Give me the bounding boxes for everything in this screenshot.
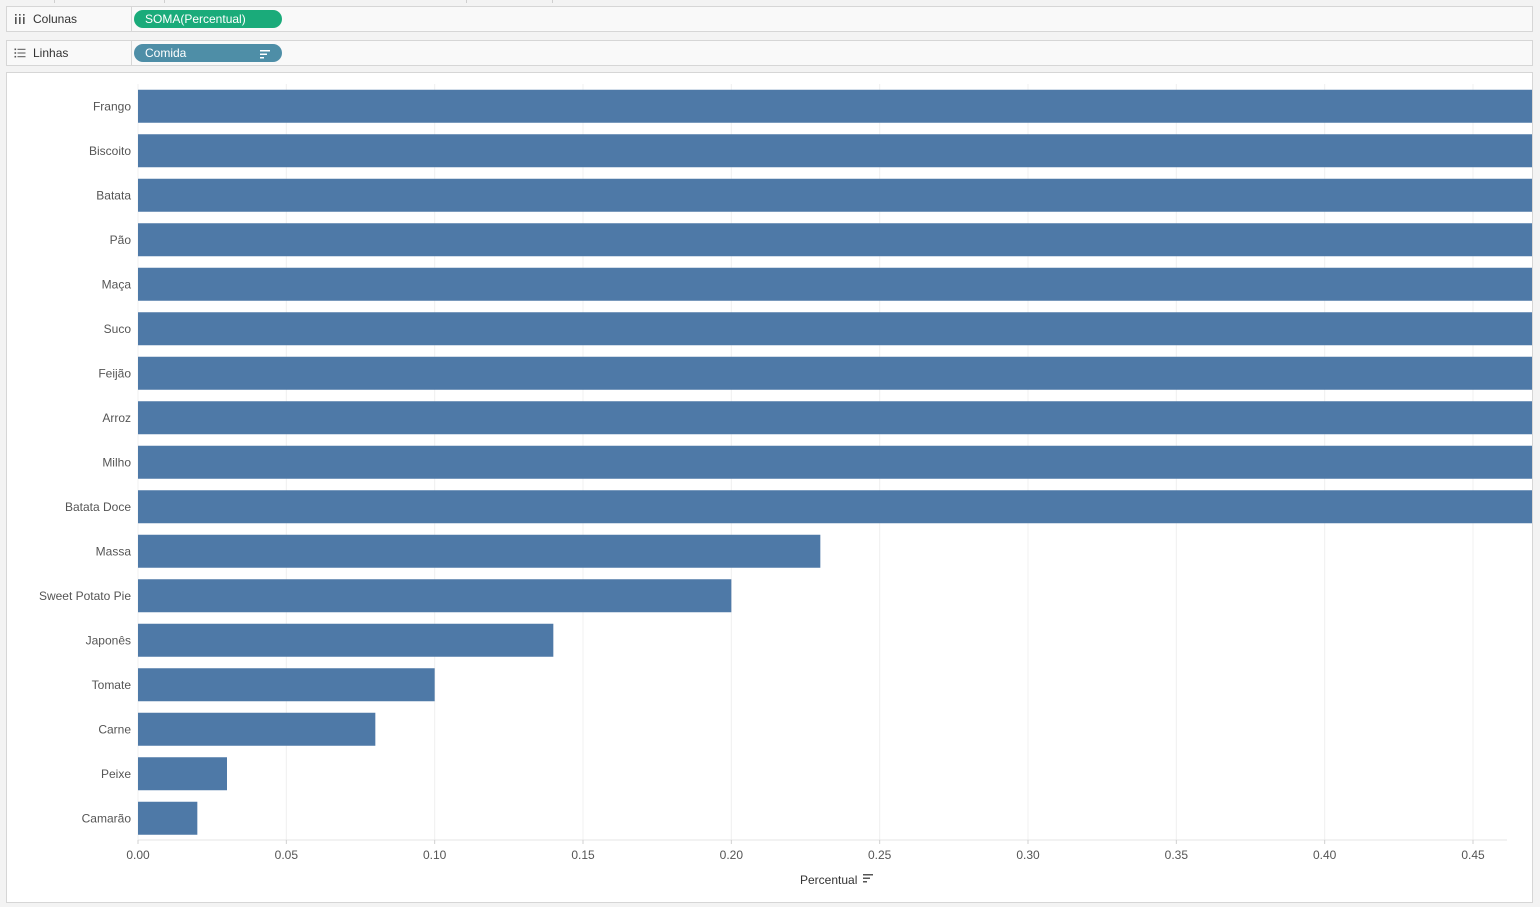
rows-shelf[interactable]: Linhas Comida: [6, 40, 1533, 66]
sort-descending-icon[interactable]: [863, 873, 874, 887]
bar[interactable]: [138, 579, 732, 613]
x-tick-label: 0.20: [720, 848, 744, 862]
bar[interactable]: [138, 178, 1532, 212]
bar[interactable]: [138, 445, 1532, 479]
bar[interactable]: [138, 712, 376, 746]
category-label[interactable]: Batata: [96, 188, 131, 202]
columns-label: Colunas: [33, 12, 78, 26]
x-tick-label: 0.25: [868, 848, 892, 862]
category-label[interactable]: Feijão: [98, 366, 131, 380]
top-strip: [0, 0, 1540, 4]
category-label[interactable]: Batata Doce: [65, 500, 131, 514]
category-label[interactable]: Pão: [110, 233, 132, 247]
chart-panel: Frango Biscoito Batata Pão Maça Suco Feijão Arr…: [6, 72, 1533, 903]
columns-shelf-label: Colunas: [7, 7, 132, 31]
x-tick-label: 0.05: [275, 848, 299, 862]
category-label[interactable]: Arroz: [102, 411, 131, 425]
bar[interactable]: [138, 668, 435, 702]
x-axis-label: Percentual: [800, 873, 858, 887]
x-tick-label: 0.10: [423, 848, 447, 862]
bar[interactable]: [138, 801, 198, 835]
x-tick-label: 0.35: [1165, 848, 1189, 862]
rows-pill-text: Comida: [145, 46, 187, 60]
category-label[interactable]: Massa: [96, 544, 132, 558]
category-label[interactable]: Carne: [98, 722, 131, 736]
bar[interactable]: [138, 312, 1532, 346]
category-label[interactable]: Tomate: [92, 678, 132, 692]
sort-descending-icon[interactable]: [260, 47, 271, 65]
columns-icon: [14, 13, 26, 25]
category-label[interactable]: Suco: [104, 322, 132, 336]
strip-divider: [164, 0, 165, 3]
bar-chart: Frango Biscoito Batata Pão Maça Suco Feijão Arr…: [39, 84, 1532, 862]
bar[interactable]: [138, 356, 1532, 390]
strip-divider: [54, 0, 55, 3]
category-label[interactable]: Sweet Potato Pie: [39, 589, 131, 603]
bar[interactable]: [138, 490, 1532, 524]
rows-label: Linhas: [33, 46, 69, 60]
category-label[interactable]: Milho: [102, 455, 131, 469]
columns-pill-text: SOMA(Percentual): [145, 12, 246, 26]
bar[interactable]: [138, 757, 228, 791]
category-label[interactable]: Japonês: [86, 633, 131, 647]
bar[interactable]: [138, 534, 821, 568]
rows-shelf-label: Linhas: [7, 41, 132, 65]
strip-divider: [466, 0, 467, 3]
x-tick-label: 0.00: [126, 848, 150, 862]
bar[interactable]: [138, 267, 1532, 301]
bar[interactable]: [138, 223, 1532, 257]
x-tick-label: 0.40: [1313, 848, 1337, 862]
columns-pill-soma-percentual[interactable]: SOMA(Percentual): [134, 10, 282, 28]
bar[interactable]: [138, 623, 554, 657]
columns-shelf[interactable]: Colunas SOMA(Percentual): [6, 6, 1533, 32]
category-label[interactable]: Biscoito: [89, 144, 131, 158]
category-label[interactable]: Camarão: [82, 811, 132, 825]
category-label[interactable]: Frango: [93, 99, 131, 113]
strip-divider: [552, 0, 553, 3]
category-label[interactable]: Peixe: [101, 767, 131, 781]
x-tick-label: 0.30: [1016, 848, 1040, 862]
bar[interactable]: [138, 401, 1532, 435]
bar[interactable]: [138, 89, 1532, 123]
bar[interactable]: [138, 134, 1532, 168]
x-tick-label: 0.45: [1461, 848, 1485, 862]
category-label[interactable]: Maça: [102, 277, 132, 291]
rows-list-icon: [14, 47, 26, 59]
x-tick-label: 0.15: [571, 848, 595, 862]
x-axis-title[interactable]: Percentual: [800, 873, 874, 887]
rows-pill-comida[interactable]: Comida: [134, 44, 282, 62]
